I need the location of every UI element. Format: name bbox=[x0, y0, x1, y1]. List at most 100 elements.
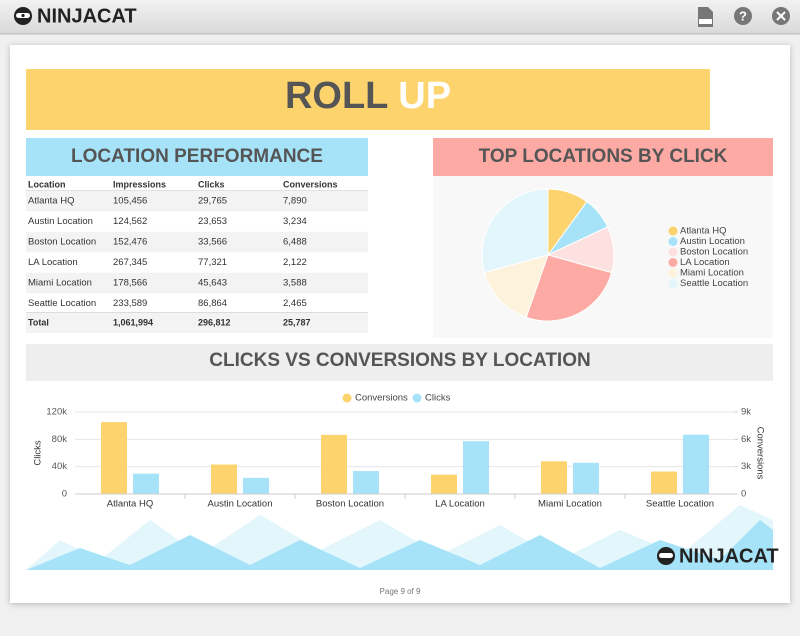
table-cell: 2,465 bbox=[283, 298, 307, 309]
legend-swatch bbox=[412, 393, 422, 403]
y2-tick-label: 6k bbox=[741, 434, 751, 445]
y2-tick-label: 0 bbox=[741, 489, 746, 500]
close-button[interactable] bbox=[772, 7, 790, 25]
table-total-cell: 25,787 bbox=[283, 317, 311, 327]
legend-swatch bbox=[668, 279, 678, 288]
legend-label: Seattle Location bbox=[680, 278, 748, 289]
table-cell: 29,765 bbox=[198, 196, 227, 207]
y2-tick-label: 9k bbox=[741, 407, 751, 418]
table-cell: 267,345 bbox=[113, 257, 147, 268]
mountain-decoration bbox=[26, 505, 773, 570]
bar bbox=[431, 474, 457, 494]
y-axis-label: Clicks bbox=[33, 440, 44, 466]
bar bbox=[133, 473, 159, 494]
bar bbox=[321, 434, 347, 494]
pdf-button[interactable] bbox=[698, 7, 713, 27]
table-total-cell: Total bbox=[28, 317, 49, 327]
logo bbox=[14, 7, 32, 25]
bar bbox=[683, 434, 709, 494]
bar bbox=[573, 462, 599, 494]
table-cell: 2,122 bbox=[283, 257, 307, 268]
title-word: UP bbox=[398, 75, 451, 117]
legend-label: Clicks bbox=[425, 393, 451, 404]
x-tick-label: Austin Location bbox=[208, 499, 273, 510]
y2-tick-label: 3k bbox=[741, 461, 751, 472]
pie-title: TOP LOCATIONS BY CLICK bbox=[479, 146, 728, 167]
table-header-cell: Location bbox=[28, 179, 66, 189]
table-cell: Austin Location bbox=[28, 216, 93, 227]
legend-label: Atlanta HQ bbox=[680, 226, 726, 237]
bar bbox=[463, 441, 489, 494]
table-header-cell: Impressions bbox=[113, 179, 166, 189]
report-title: ROLL UP bbox=[285, 75, 451, 117]
bar bbox=[211, 464, 237, 494]
table-row-band bbox=[26, 313, 368, 333]
page-number: Page 9 of 9 bbox=[380, 587, 421, 596]
top-bar bbox=[0, 0, 800, 34]
table-cell: 33,566 bbox=[198, 237, 227, 248]
table-row-band bbox=[26, 231, 368, 253]
legend-label: Conversions bbox=[355, 393, 408, 404]
svg-text:?: ? bbox=[739, 8, 747, 23]
table-cell: 178,566 bbox=[113, 278, 147, 289]
table-cell: 45,643 bbox=[198, 278, 227, 289]
table-cell: Miami Location bbox=[28, 278, 92, 289]
legend-label: LA Location bbox=[680, 257, 730, 268]
table-cell: 152,476 bbox=[113, 237, 147, 248]
legend-swatch bbox=[668, 258, 678, 267]
legend-swatch bbox=[668, 226, 678, 236]
pie-slice bbox=[481, 188, 549, 274]
help-button[interactable]: ? bbox=[734, 7, 752, 25]
title-word: ROLL bbox=[285, 75, 388, 117]
legend-label: Boston Location bbox=[680, 247, 748, 258]
table-cell: 3,588 bbox=[283, 278, 307, 289]
legend-swatch bbox=[668, 268, 678, 278]
bar bbox=[651, 471, 677, 494]
y2-axis-label: Conversions bbox=[754, 427, 765, 480]
x-tick-label: Boston Location bbox=[316, 499, 384, 510]
y-tick-label: 0 bbox=[62, 489, 67, 500]
y-tick-label: 80k bbox=[52, 434, 68, 445]
table-cell: Atlanta HQ bbox=[28, 196, 74, 207]
table-total-cell: 1,061,994 bbox=[113, 317, 153, 327]
bar bbox=[101, 422, 127, 494]
table-total-cell: 296,812 bbox=[198, 317, 231, 327]
table-cell: 77,321 bbox=[198, 257, 227, 268]
x-tick-label: LA Location bbox=[435, 499, 485, 510]
table-cell: 86,864 bbox=[198, 298, 227, 309]
table-cell: 7,890 bbox=[283, 196, 307, 207]
logo-text: NINJACAT bbox=[37, 5, 137, 27]
table-cell: 124,562 bbox=[113, 216, 147, 227]
pie-slice bbox=[525, 254, 613, 322]
table-row-band bbox=[26, 272, 368, 294]
title-banner bbox=[26, 69, 710, 130]
table-header-cell: Clicks bbox=[198, 179, 225, 189]
bar bbox=[243, 477, 269, 494]
table-cell: Seattle Location bbox=[28, 298, 96, 309]
x-tick-label: Miami Location bbox=[538, 499, 602, 510]
bar bbox=[353, 471, 379, 494]
footer-logo-text: NINJACAT bbox=[679, 545, 779, 567]
bar-header-band bbox=[26, 344, 773, 381]
x-tick-label: Seattle Location bbox=[646, 499, 714, 510]
table-header-band bbox=[26, 138, 368, 176]
table-header-cell: Conversions bbox=[283, 179, 338, 189]
footer-logo bbox=[657, 547, 675, 565]
table-title: LOCATION PERFORMANCE bbox=[71, 146, 323, 167]
table-cell: 23,653 bbox=[198, 216, 227, 227]
legend-label: Miami Location bbox=[680, 268, 744, 279]
table-cell: 3,234 bbox=[283, 216, 307, 227]
pie-slice bbox=[483, 254, 549, 318]
table-cell: 6,488 bbox=[283, 237, 307, 248]
y-tick-label: 120k bbox=[46, 407, 67, 418]
table-cell: LA Location bbox=[28, 257, 78, 268]
bar bbox=[541, 461, 567, 494]
legend-swatch bbox=[342, 393, 352, 403]
table-cell: Boston Location bbox=[28, 237, 96, 248]
table-cell: 233,589 bbox=[113, 298, 147, 309]
y-tick-label: 40k bbox=[52, 461, 68, 472]
table-cell: 105,456 bbox=[113, 196, 147, 207]
pie-header-band bbox=[433, 138, 773, 176]
